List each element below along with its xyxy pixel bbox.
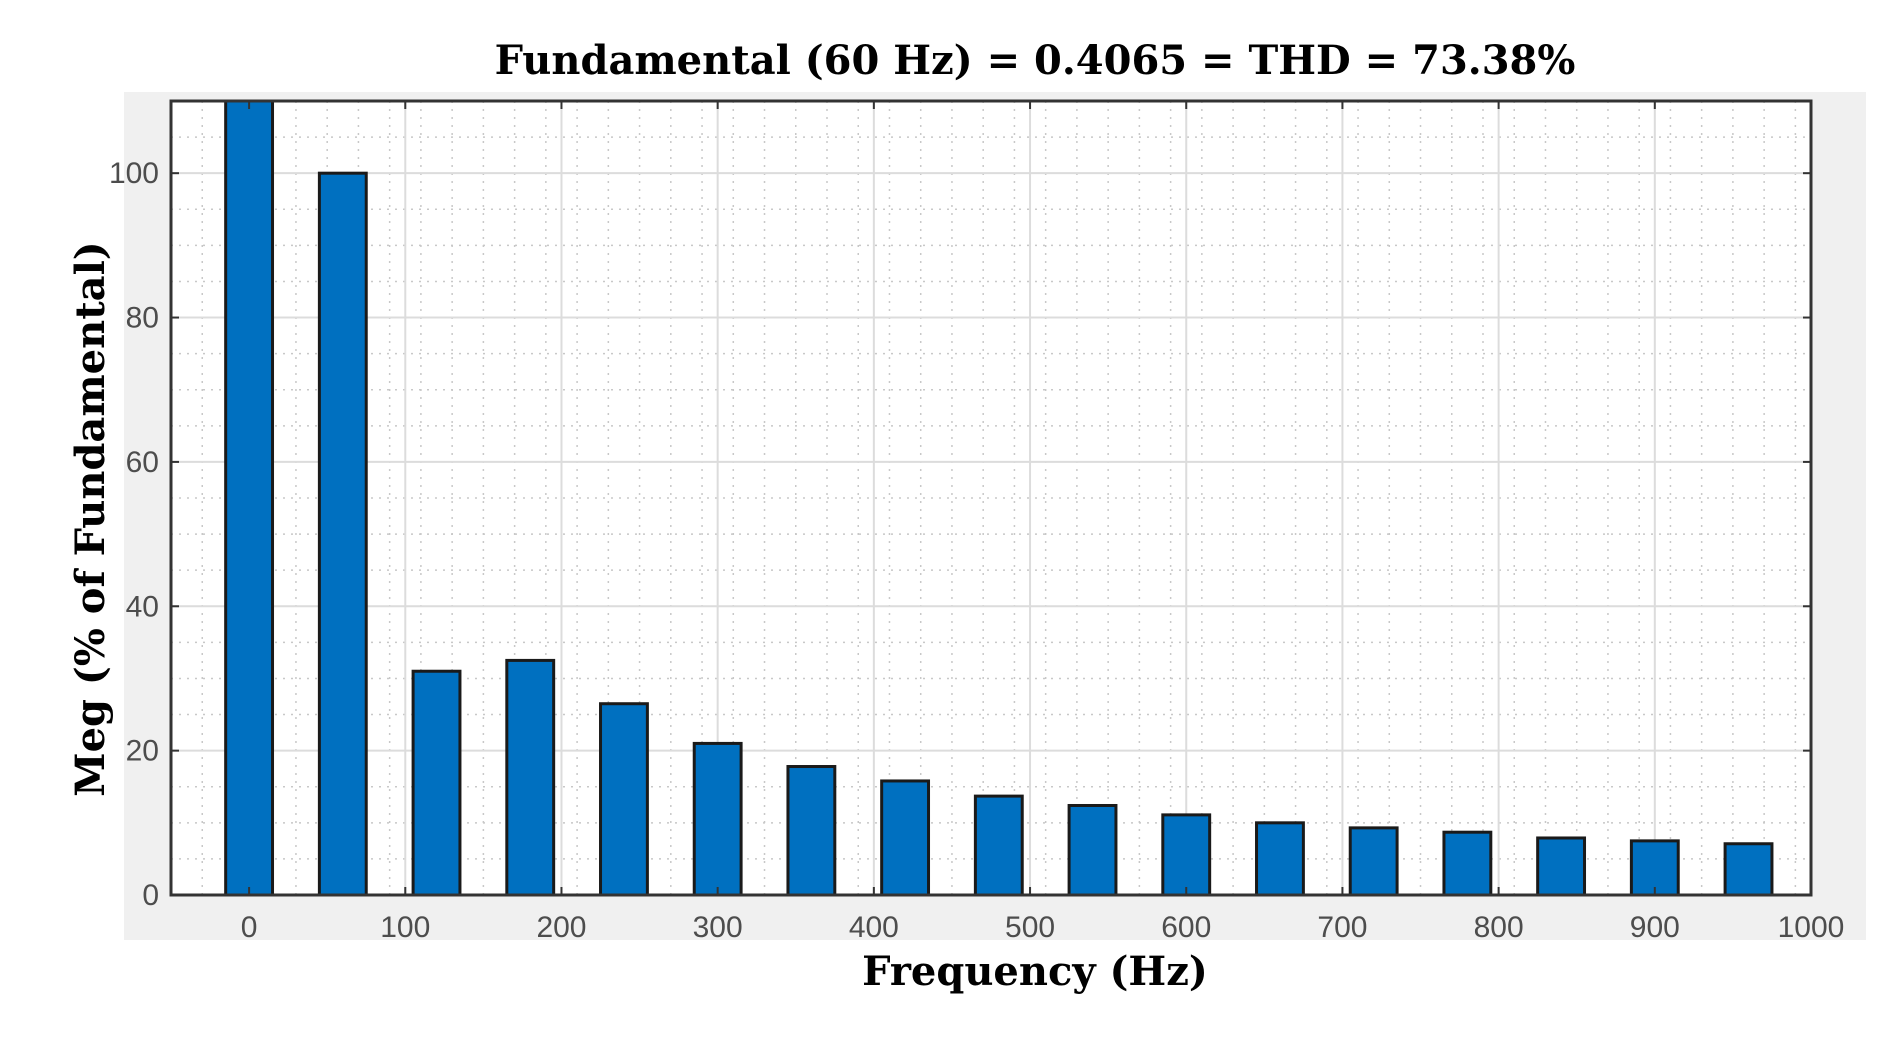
y-tick-label: 40 — [126, 590, 159, 623]
x-tick-label: 800 — [1474, 911, 1524, 944]
y-tick-label: 20 — [126, 735, 159, 768]
bar — [1629, 839, 1680, 897]
bar — [1442, 830, 1493, 897]
x-tick-label: 200 — [536, 911, 586, 944]
x-tick-label: 600 — [1161, 911, 1211, 944]
x-tick-label: 900 — [1630, 911, 1680, 944]
bar — [880, 779, 931, 897]
y-tick-label: 60 — [126, 446, 159, 479]
bar — [1161, 813, 1212, 897]
bar — [1255, 821, 1305, 897]
bar — [505, 658, 556, 897]
x-axis-title: Frequency (Hz) — [862, 948, 1208, 995]
x-axis-ticks: 0 100 200 300 400 500 600 700 800 900 1000 — [241, 101, 1845, 944]
x-tick-label: 400 — [849, 911, 899, 944]
x-tick-label: 700 — [1317, 911, 1367, 944]
bar — [1723, 842, 1774, 897]
y-tick-label: 0 — [142, 879, 159, 912]
bar — [1067, 803, 1118, 897]
x-tick-label: 1000 — [1778, 911, 1845, 944]
bar — [599, 702, 649, 897]
bar — [411, 669, 462, 897]
y-tick-label: 100 — [109, 157, 159, 190]
bar — [317, 171, 368, 897]
y-tick-label: 80 — [126, 302, 159, 335]
bar — [692, 741, 743, 897]
bar — [786, 765, 837, 897]
bar — [1348, 826, 1399, 897]
x-tick-label: 100 — [380, 911, 430, 944]
plot-frame — [169, 99, 1813, 897]
bar — [224, 99, 275, 897]
bar — [973, 794, 1024, 897]
y-axis-ticks: 0 20 40 60 80 100 — [109, 157, 1811, 912]
chart-title: Fundamental (60 Hz) = 0.4065 = THD = 73.… — [495, 37, 1576, 84]
y-axis-title: Meg (% of Fundamental) — [67, 241, 114, 796]
bars — [224, 99, 1774, 897]
x-tick-label: 0 — [241, 911, 258, 944]
x-tick-label: 300 — [693, 911, 743, 944]
bar — [1536, 836, 1587, 897]
x-tick-label: 500 — [1005, 911, 1055, 944]
